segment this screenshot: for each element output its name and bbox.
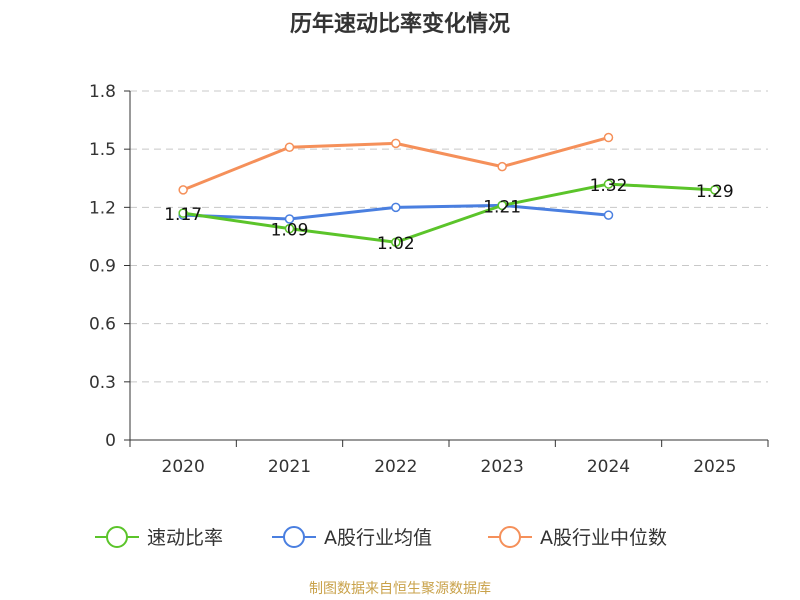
data-label: 1.17 [164, 205, 202, 225]
axes: 0 0.3 0.6 0.9 1.2 1.5 1.8 2020 2021 2022 2023 2024 2… [89, 82, 769, 477]
source-note: 制图数据来自恒生聚源数据库 [309, 581, 491, 597]
data-point [284, 223, 295, 234]
data-point [178, 208, 188, 218]
data-label: 1.02 [377, 234, 415, 254]
legend-marker [106, 526, 128, 548]
data-point [497, 200, 507, 211]
legend: 速动比率 A股行业均值 A股行业中位数 [95, 526, 667, 549]
data-point [603, 132, 614, 143]
chart-title: 历年速动比率变化情况 [289, 12, 510, 37]
legend-item[interactable]: A股行业中位数 [488, 526, 667, 549]
x-tick-label: 2020 [162, 457, 205, 477]
data-point [391, 202, 401, 213]
legend-item[interactable]: 速动比率 [95, 526, 223, 549]
data-label: 1.29 [696, 182, 734, 202]
data-label: 1.09 [271, 221, 309, 241]
legend-marker [499, 526, 521, 548]
series-line-0 [182, 182, 715, 244]
data-labels: 1.17 1.09 1.02 1.21 1.32 1.29 [164, 176, 734, 254]
x-tick-label: 2021 [268, 457, 311, 477]
series-layer [178, 132, 720, 247]
legend-item[interactable]: A股行业均值 [272, 526, 432, 549]
legend-label: A股行业中位数 [540, 527, 667, 549]
legend-label: 速动比率 [147, 527, 223, 549]
y-tick-label: 0 [105, 431, 116, 451]
data-point [710, 185, 720, 195]
data-label: 1.32 [590, 176, 628, 196]
data-point [603, 179, 614, 189]
data-point [391, 138, 401, 149]
x-tick-label: 2023 [481, 457, 524, 477]
x-tick-label: 2025 [693, 457, 736, 477]
data-point [497, 161, 507, 172]
legend-label: A股行业均值 [324, 527, 432, 549]
y-tick-label: 0.3 [89, 373, 116, 393]
data-point [178, 185, 188, 195]
x-tick-label: 2024 [587, 457, 630, 477]
y-tick-label: 1.5 [89, 140, 116, 160]
data-point [284, 214, 295, 224]
y-tick-label: 0.6 [89, 315, 116, 335]
y-tick-label: 1.8 [89, 82, 116, 102]
data-label: 1.21 [483, 197, 521, 217]
legend-marker [283, 526, 305, 548]
data-point [391, 237, 401, 247]
y-tick-label: 1.2 [89, 198, 116, 218]
grid-lines [130, 90, 768, 383]
x-tick-label: 2022 [374, 457, 417, 477]
data-point [603, 210, 614, 220]
y-tick-label: 0.9 [89, 257, 116, 277]
data-point [284, 142, 295, 152]
